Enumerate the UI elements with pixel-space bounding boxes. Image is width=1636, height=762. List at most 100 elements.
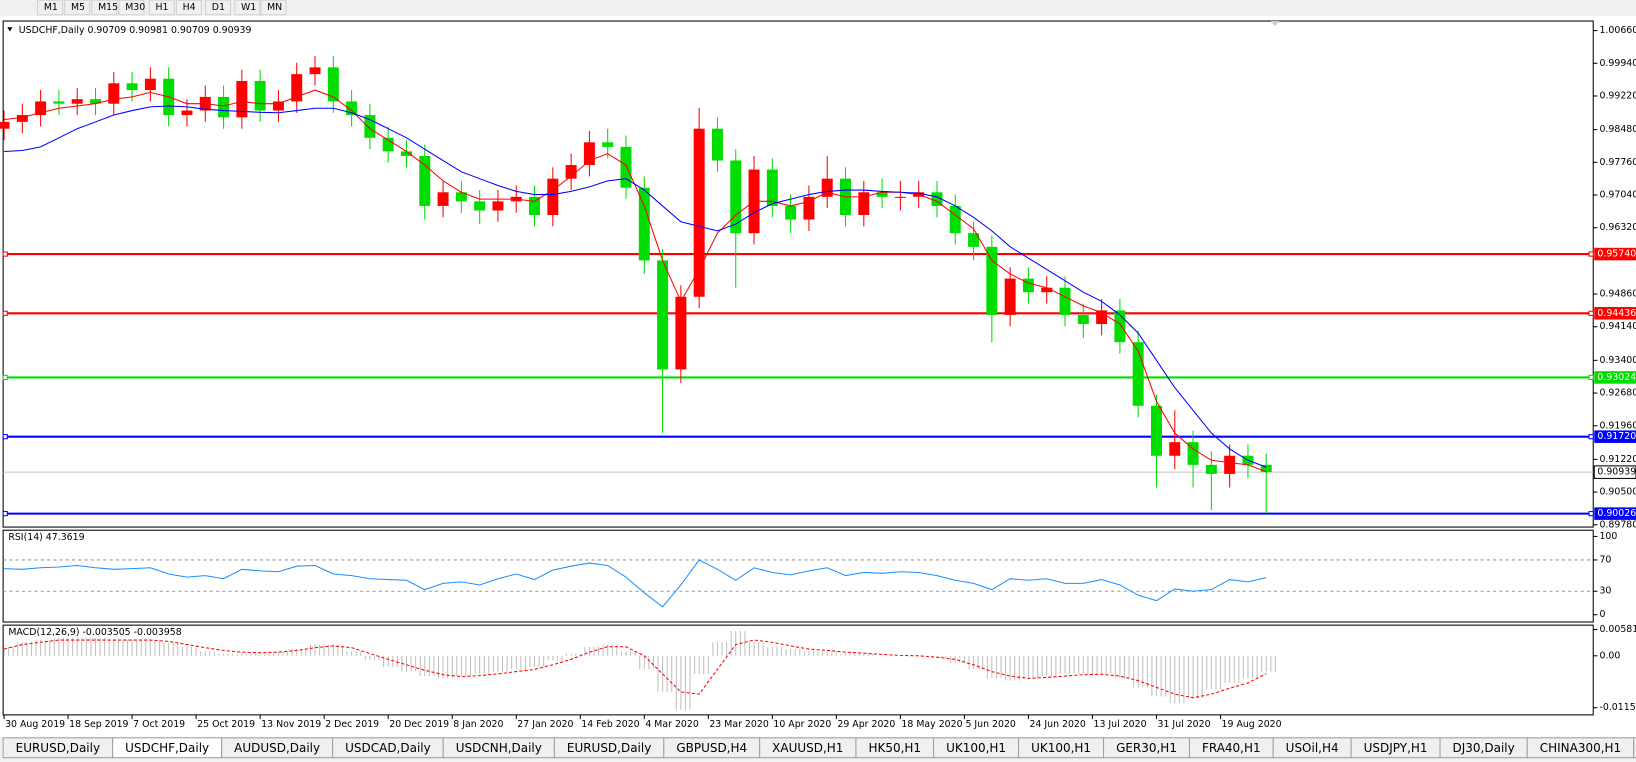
- x-tick-label: 13 Jul 2020: [1094, 719, 1147, 730]
- line: [4, 105, 1267, 468]
- level-handle: [2, 374, 8, 381]
- tab-label[interactable]: USOil,H4: [1286, 741, 1339, 755]
- timeframe-label[interactable]: M15: [98, 2, 118, 13]
- candle-body: [181, 110, 193, 116]
- tab-label[interactable]: XAUUSD,H1: [772, 741, 843, 755]
- tab[interactable]: UK100,H1: [933, 737, 1020, 759]
- y-tick-label: 0: [1599, 609, 1605, 620]
- timeframe-button[interactable]: [175, 0, 202, 16]
- timeframe-button[interactable]: [148, 0, 175, 16]
- x-tick-label: 4 Mar 2020: [645, 719, 699, 730]
- candle-body: [894, 196, 906, 198]
- timeframe-label[interactable]: H4: [183, 2, 196, 13]
- candle-body: [821, 178, 833, 197]
- tab[interactable]: USDJPY,H1: [1350, 737, 1441, 759]
- candle-body: [711, 128, 723, 161]
- tab[interactable]: GER30,H1: [1103, 737, 1191, 759]
- tab-label[interactable]: HK50,H1: [868, 741, 921, 755]
- line: [3, 639, 1267, 699]
- tab-label[interactable]: EURUSD,Daily: [567, 741, 651, 755]
- timeframe-button[interactable]: [260, 0, 287, 16]
- timeframe-label[interactable]: W1: [241, 2, 256, 13]
- tab-bg[interactable]: [1633, 737, 1636, 759]
- timeframe-button[interactable]: [64, 0, 91, 16]
- tab[interactable]: HK50,H1: [855, 737, 935, 759]
- candle-body: [547, 178, 559, 216]
- candle-body: [291, 74, 303, 102]
- y-tick-label: 100: [1599, 531, 1617, 542]
- timeframe-button[interactable]: [37, 0, 64, 16]
- candle-body: [968, 233, 980, 247]
- candle-body: [1114, 310, 1126, 343]
- tab-label[interactable]: USDCNH,Daily: [456, 741, 542, 755]
- timeframe-button[interactable]: [118, 0, 145, 16]
- macd-pane: [2, 624, 1594, 716]
- candle-body: [455, 192, 467, 202]
- tab[interactable]: GBPUSD,H4: [663, 737, 761, 759]
- tab-label[interactable]: GER30,H1: [1116, 741, 1177, 755]
- tab-label[interactable]: USDCAD,Daily: [345, 741, 431, 755]
- timeframe-button[interactable]: [205, 0, 232, 16]
- timeframe-label[interactable]: D1: [212, 2, 225, 13]
- tab-label[interactable]: AUDUSD,Daily: [234, 741, 320, 755]
- candle-body: [1041, 287, 1053, 293]
- candle-body: [1096, 310, 1108, 325]
- y-tick-label: 1.00660: [1599, 25, 1636, 36]
- x-tick-label: 31 Jul 2020: [1158, 719, 1211, 730]
- candle-body: [1187, 442, 1199, 465]
- timeframe-button[interactable]: [91, 0, 118, 16]
- tab-label[interactable]: EURUSD,Daily: [16, 741, 100, 755]
- candle-body: [1022, 278, 1034, 293]
- tab[interactable]: USOil,H1: [1633, 737, 1636, 759]
- candle-body: [0, 121, 10, 129]
- tab[interactable]: USOil,H4: [1272, 737, 1352, 759]
- candle-body: [529, 196, 541, 216]
- tab-label[interactable]: USDJPY,H1: [1364, 741, 1428, 755]
- level-label-bg: [1594, 247, 1636, 261]
- price-pane: [2, 20, 1594, 528]
- tab[interactable]: UK100,H1: [1018, 737, 1105, 759]
- tab[interactable]: USDCNH,Daily: [442, 737, 555, 759]
- timeframe-label[interactable]: M5: [71, 2, 85, 13]
- tab-label[interactable]: GBPUSD,H4: [676, 741, 747, 755]
- candle-body: [620, 146, 632, 188]
- tab[interactable]: CHINA300,H1: [1526, 737, 1635, 759]
- tab-label[interactable]: CHINA300,H1: [1540, 741, 1621, 755]
- level-label-bg: [1594, 371, 1636, 384]
- x-tick-label: 13 Nov 2019: [261, 719, 321, 730]
- tab-label[interactable]: DJ30,Daily: [1453, 741, 1515, 755]
- timeframe-label[interactable]: H1: [155, 2, 168, 13]
- line: [4, 559, 1267, 608]
- y-tick-label: 0.90500: [1599, 487, 1636, 498]
- candle-body: [1077, 314, 1089, 325]
- candle-body: [254, 80, 266, 111]
- y-tick-label: 70: [1599, 554, 1611, 565]
- tab[interactable]: DJ30,Daily: [1439, 737, 1528, 759]
- tab[interactable]: USDCHF,Daily: [112, 737, 223, 759]
- timeframe-button[interactable]: [234, 0, 261, 16]
- x-tick-label: 27 Jan 2020: [517, 719, 573, 730]
- candle-body: [766, 169, 778, 206]
- tab[interactable]: EURUSD,Daily: [2, 737, 114, 759]
- tab[interactable]: FRA40,H1: [1188, 737, 1274, 759]
- level-label-bg: [1594, 307, 1636, 320]
- x-tick-label: 24 Jun 2020: [1029, 719, 1085, 730]
- candle-body: [657, 260, 669, 370]
- level-handle: [2, 511, 8, 517]
- x-tick-label: 14 Feb 2020: [581, 719, 639, 730]
- timeframe-label[interactable]: MN: [267, 2, 282, 13]
- tab-label[interactable]: UK100,H1: [946, 741, 1006, 755]
- tab[interactable]: AUDUSD,Daily: [221, 737, 334, 759]
- timeframe-label[interactable]: M30: [125, 2, 145, 13]
- tab-label[interactable]: UK100,H1: [1031, 741, 1091, 755]
- tab[interactable]: EURUSD,Daily: [553, 737, 665, 759]
- macd-title: MACD(12,26,9) -0.003505 -0.003958: [8, 627, 181, 638]
- y-tick-label: 0.89780: [1599, 519, 1636, 530]
- tab[interactable]: XAUUSD,H1: [759, 737, 857, 759]
- timeframe-label[interactable]: M1: [44, 2, 58, 13]
- tab[interactable]: USDCAD,Daily: [332, 737, 444, 759]
- tab-label[interactable]: USDCHF,Daily: [125, 741, 209, 755]
- x-tick-label: 25 Oct 2019: [197, 719, 255, 730]
- tab-label[interactable]: FRA40,H1: [1202, 741, 1261, 755]
- level-label-bg: [1594, 507, 1636, 520]
